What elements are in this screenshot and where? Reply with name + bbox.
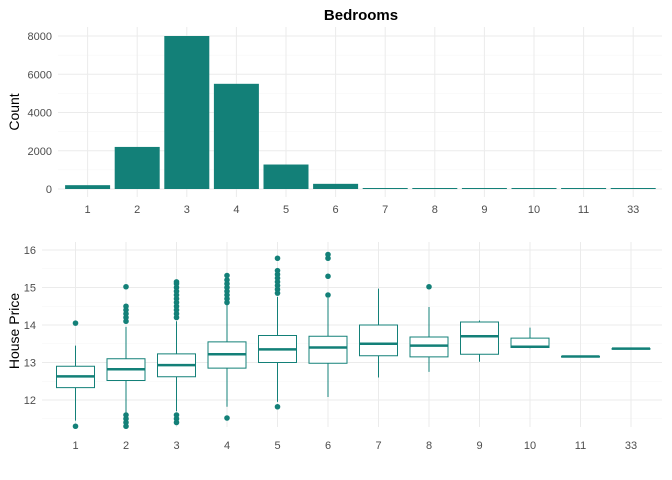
outlier-point [72,320,79,326]
box-1 [56,320,95,430]
outlier-point [274,255,281,262]
bar-chart-x-tick-label: 33 [627,204,639,216]
bar [213,83,259,189]
boxplot-gridlines [42,242,662,427]
boxplot-y-tick-label: 16 [24,245,36,257]
bar [412,188,458,189]
box-5 [258,255,297,410]
box-33 [611,347,651,350]
bar [114,146,160,189]
boxplot-x-tick-label: 3 [173,440,179,452]
bar-chart-x-tick-label: 9 [481,204,487,216]
bar-chart-y-tick-label: 2000 [28,146,52,158]
boxplot-x-ticks: 1 2 3 4 5 6 7 8 9 10 11 33 [72,440,637,452]
bar-chart-x-tick-label: 7 [382,204,388,216]
outlier-point [123,283,129,290]
bar-chart-x-tick-label: 3 [184,204,190,216]
outlier-point [123,423,129,430]
bar-chart-x-tick-label: 6 [333,204,339,216]
bar-chart-title: Bedrooms [324,7,398,24]
bar-chart-y-ticks: 0 2000 4000 6000 8000 [28,31,52,196]
bar [511,188,557,189]
box-4 [207,272,247,421]
bar-chart-x-tick-label: 11 [578,204,589,216]
outlier-point [325,292,331,298]
outlier-point [123,318,129,325]
bar-chart-x-ticks: 1 2 3 4 5 6 7 8 9 10 11 33 [85,204,640,216]
bar-chart-panel: Bedrooms Count 0 2000 4000 6000 8000 1 2 3 4 5 6 7… [6,7,662,216]
box-9 [460,320,499,362]
outlier-point [274,290,281,296]
box [460,321,499,355]
bar-chart-y-tick-label: 4000 [28,108,52,120]
bar-chart-bars [65,36,656,189]
boxplot-x-tick-label: 5 [274,440,280,452]
box-2 [106,283,146,430]
boxplot-y-tick-label: 12 [24,395,36,407]
boxplot-x-tick-label: 4 [224,440,230,452]
boxplot-x-tick-label: 11 [575,440,586,452]
bar [610,188,656,189]
bar-chart-y-tick-label: 8000 [28,31,52,43]
bar-chart-y-tick-label: 6000 [28,69,52,81]
box-11 [561,355,600,358]
bar-chart-x-tick-label: 2 [134,204,140,216]
boxplot-x-tick-label: 2 [123,440,129,452]
boxplot-y-tick-label: 14 [24,320,36,332]
boxplot-boxes [56,251,651,430]
bar-chart-y-axis-title: Count [6,93,22,130]
bar [65,185,111,189]
bar-chart-x-tick-label: 1 [85,204,91,216]
boxplot-y-tick-label: 13 [24,358,36,370]
boxplot-x-tick-label: 7 [375,440,381,452]
bar [313,183,359,189]
outlier-point [325,255,331,262]
box-10 [510,327,550,349]
outlier-point [274,403,281,410]
boxplot-y-ticks: 12 13 14 15 16 [24,245,36,407]
bar-chart-x-tick-label: 10 [528,204,540,216]
bar [263,164,309,189]
bar [561,188,607,189]
box [359,324,398,357]
boxplot-y-axis-title: House Price [6,293,22,369]
boxplot-x-tick-label: 8 [426,440,432,452]
boxplot-x-tick-label: 10 [524,440,536,452]
outlier-point [224,415,230,421]
outlier-point [72,423,79,430]
bar [164,36,210,189]
box [409,336,449,358]
boxplot-x-tick-label: 33 [625,440,637,452]
boxplot-x-tick-label: 1 [72,440,78,452]
boxplot-x-tick-label: 6 [325,440,331,452]
outlier-point [173,419,180,426]
box-3 [157,279,196,426]
bar-chart-y-tick-label: 0 [46,184,52,196]
boxplot-x-tick-label: 9 [476,440,482,452]
bar-chart-x-tick-label: 8 [432,204,438,216]
box-6 [308,251,348,397]
bar [461,188,507,189]
outlier-point [173,314,180,321]
box-7 [359,288,398,378]
bar [362,188,408,189]
outlier-point [325,273,331,280]
bar-chart-x-tick-label: 5 [283,204,289,216]
outlier-point [426,283,432,290]
outlier-point [224,272,230,279]
box-8 [409,283,449,372]
bar-chart-x-tick-label: 4 [233,204,239,216]
boxplot-y-tick-label: 15 [24,283,36,295]
box [308,335,348,364]
outlier-point [224,299,230,306]
